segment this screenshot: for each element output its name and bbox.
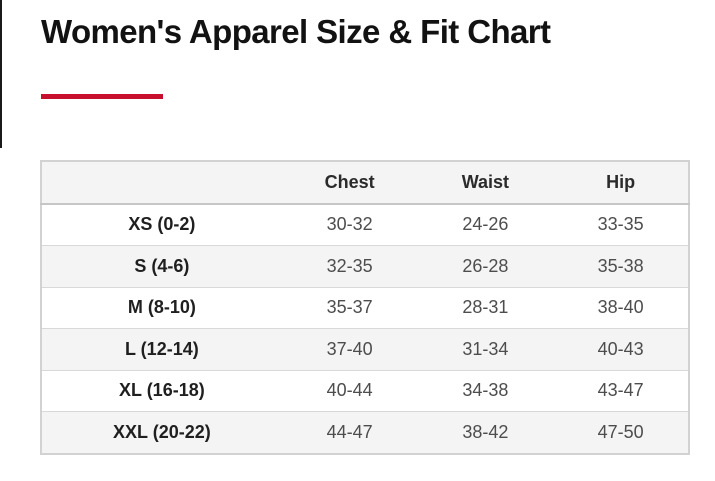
waist-cell: 31-34 <box>462 338 509 359</box>
table-row: XL (16-18) 40-44 34-38 43-47 <box>41 370 689 412</box>
page-title: Women's Apparel Size & Fit Chart <box>41 13 551 50</box>
size-chart-table: Chest Waist Hip XS (0-2) 30-32 24-26 33-… <box>40 160 690 455</box>
chest-cell: 40-44 <box>326 380 373 401</box>
waist-cell: 26-28 <box>462 255 509 276</box>
size-cell: XL (16-18) <box>119 380 205 401</box>
table-row: L (12-14) 37-40 31-34 40-43 <box>41 328 689 370</box>
size-cell: L (12-14) <box>125 338 199 359</box>
waist-cell: 38-42 <box>462 421 509 442</box>
chest-cell: 37-40 <box>326 338 373 359</box>
table-row: XXL (20-22) 44-47 38-42 47-50 <box>41 411 689 454</box>
column-header-chest: Chest <box>324 171 375 192</box>
chest-cell: 35-37 <box>326 297 373 318</box>
waist-cell: 28-31 <box>462 297 509 318</box>
hip-cell: 47-50 <box>597 421 644 442</box>
size-cell: XXL (20-22) <box>113 421 211 442</box>
waist-cell: 34-38 <box>462 380 509 401</box>
hip-cell: 43-47 <box>597 380 644 401</box>
hip-cell: 35-38 <box>597 255 644 276</box>
size-cell: XS (0-2) <box>128 214 196 235</box>
size-cell: S (4-6) <box>134 255 190 276</box>
hip-cell: 40-43 <box>597 338 644 359</box>
size-cell: M (8-10) <box>127 297 196 318</box>
chest-cell: 44-47 <box>326 421 373 442</box>
hip-cell: 33-35 <box>597 214 644 235</box>
table-header: Chest Waist Hip <box>41 161 689 204</box>
title-accent-divider <box>41 94 163 99</box>
table-row: M (8-10) 35-37 28-31 38-40 <box>41 287 689 329</box>
hip-cell: 38-40 <box>597 297 644 318</box>
table-header-row: Chest Waist Hip <box>41 161 689 204</box>
table-row: S (4-6) 32-35 26-28 35-38 <box>41 245 689 287</box>
chest-cell: 32-35 <box>326 255 373 276</box>
chest-cell: 30-32 <box>326 214 373 235</box>
waist-cell: 24-26 <box>462 214 509 235</box>
left-edge-line <box>0 0 2 148</box>
column-header-waist: Waist <box>461 171 510 192</box>
table-row: XS (0-2) 30-32 24-26 33-35 <box>41 203 689 246</box>
column-header-size <box>41 161 282 204</box>
table-body: XS (0-2) 30-32 24-26 33-35 S (4-6) 32-35… <box>41 203 689 454</box>
column-header-hip: Hip <box>606 171 636 192</box>
